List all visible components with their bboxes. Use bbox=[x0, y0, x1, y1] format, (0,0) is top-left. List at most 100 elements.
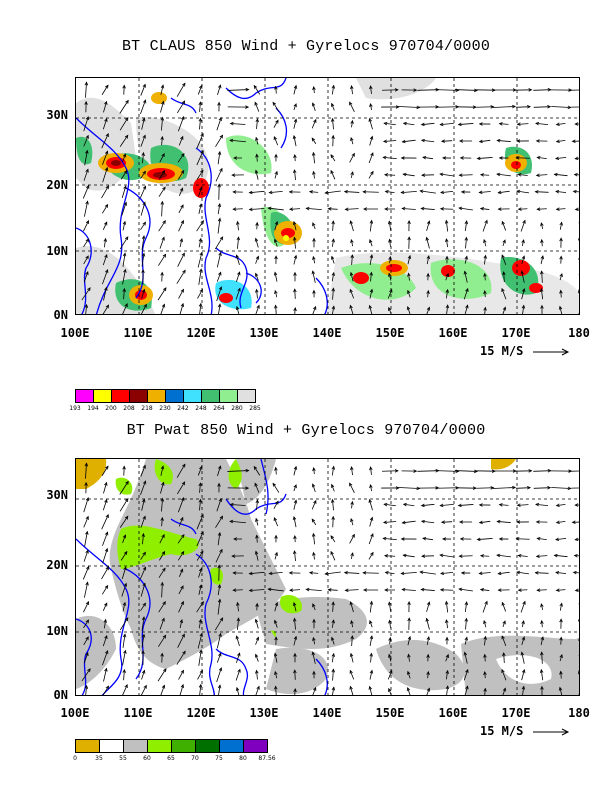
wind-vector bbox=[482, 220, 488, 232]
wind-vector-head bbox=[439, 172, 444, 177]
wind-vector-head bbox=[388, 238, 392, 243]
wind-vector bbox=[230, 504, 246, 506]
wind-vector-head bbox=[421, 173, 426, 177]
wind-vector bbox=[179, 619, 183, 629]
wind-vector-head bbox=[142, 582, 146, 587]
wind-vector-head bbox=[501, 254, 505, 259]
wind-vector bbox=[464, 256, 468, 264]
wind-vector bbox=[103, 668, 107, 682]
wind-vector-head bbox=[217, 564, 221, 569]
wind-vector bbox=[255, 619, 259, 629]
wind-vector bbox=[556, 589, 566, 591]
wind-vector-head bbox=[479, 588, 484, 592]
wind-vector-head bbox=[498, 537, 503, 541]
wind-vector bbox=[540, 222, 544, 230]
wind-vector-head bbox=[87, 287, 91, 292]
wind-vector bbox=[572, 140, 579, 142]
wind-vector bbox=[160, 482, 164, 494]
wind-vector bbox=[421, 208, 435, 210]
vector-scale-label: 15 M/S bbox=[480, 344, 524, 358]
wind-vector bbox=[350, 601, 354, 613]
wind-vector bbox=[177, 253, 185, 267]
wind-vector bbox=[351, 501, 353, 509]
wind-vector-head bbox=[84, 684, 89, 689]
wind-vector-head bbox=[199, 268, 203, 273]
wind-vector bbox=[572, 521, 579, 523]
wind-vector-head bbox=[330, 498, 335, 503]
wind-vector bbox=[385, 571, 395, 575]
wind-vector bbox=[369, 136, 373, 146]
wind-vector bbox=[198, 269, 202, 285]
wind-vector bbox=[102, 151, 108, 165]
wind-vector bbox=[440, 122, 454, 126]
wind-vector bbox=[332, 221, 334, 231]
wind-vector-head bbox=[312, 237, 316, 242]
wind-vector-head bbox=[217, 583, 222, 589]
wind-vector-head bbox=[122, 84, 126, 89]
wind-vector bbox=[331, 256, 335, 264]
wind-vector-head bbox=[180, 152, 185, 157]
wind-vector bbox=[83, 201, 89, 217]
colorbar-label: 80 bbox=[239, 755, 247, 762]
wind-vector bbox=[160, 304, 165, 314]
wind-vector bbox=[477, 157, 493, 159]
wind-vector-head bbox=[104, 150, 109, 155]
wind-vector bbox=[445, 220, 449, 232]
wind-vector-head bbox=[574, 537, 579, 542]
wind-vector bbox=[273, 517, 279, 527]
wind-vector bbox=[215, 135, 223, 147]
wind-vector-head bbox=[255, 136, 259, 141]
wind-vector bbox=[198, 568, 202, 578]
wind-vector bbox=[369, 289, 373, 299]
wind-vector-head bbox=[540, 270, 544, 275]
wind-vector-head bbox=[180, 135, 184, 140]
wind-vector-head bbox=[142, 134, 146, 139]
wind-vector bbox=[268, 588, 284, 592]
wind-vector-head bbox=[439, 207, 444, 211]
wind-vector bbox=[273, 136, 279, 146]
wind-vector bbox=[350, 620, 354, 628]
wind-vector bbox=[312, 652, 316, 664]
wind-vector bbox=[101, 514, 109, 530]
wind-vector bbox=[559, 306, 563, 314]
wind-vector-head bbox=[559, 273, 563, 278]
wind-vector-head bbox=[236, 220, 240, 225]
wind-vector bbox=[196, 170, 204, 180]
wind-vector bbox=[540, 603, 544, 611]
wind-vector-head bbox=[124, 497, 129, 502]
coastlines-2 bbox=[76, 459, 328, 695]
wind-vector-head bbox=[439, 122, 444, 127]
wind-vector-head bbox=[104, 531, 109, 536]
wind-vector bbox=[384, 503, 396, 507]
wind-vector bbox=[521, 239, 525, 247]
wind-vector bbox=[383, 156, 397, 160]
wind-vector bbox=[237, 221, 239, 231]
wind-vector-head bbox=[463, 651, 468, 656]
wind-vector-head bbox=[311, 532, 316, 537]
wind-vector-head bbox=[125, 480, 129, 485]
wind-vector-head bbox=[231, 173, 236, 177]
wind-vector-head bbox=[502, 687, 507, 692]
wind-vector bbox=[215, 516, 223, 528]
wind-vector-head bbox=[512, 485, 517, 490]
wind-vector-head bbox=[182, 269, 186, 274]
wind-vector bbox=[313, 171, 315, 179]
wind-vector bbox=[197, 633, 203, 649]
wind-vector bbox=[556, 520, 566, 524]
wind-vector bbox=[122, 534, 126, 544]
panel2-x-label: 120E bbox=[186, 706, 216, 720]
wind-vector-head bbox=[84, 100, 88, 105]
panel2-x-label: 110E bbox=[123, 706, 153, 720]
wind-vector bbox=[293, 221, 297, 231]
wind-vector-head bbox=[368, 117, 372, 123]
wind-vector bbox=[83, 497, 89, 513]
wind-vector-head bbox=[254, 237, 259, 242]
wind-vector-head bbox=[369, 669, 374, 674]
wind-vector-head bbox=[400, 156, 405, 160]
wind-vector-head bbox=[218, 251, 222, 256]
wind-vector-head bbox=[292, 220, 297, 226]
wind-vector-head bbox=[498, 503, 503, 507]
wind-vector bbox=[417, 470, 439, 472]
wind-vector bbox=[501, 221, 507, 231]
panel2-y-label: 20N bbox=[46, 558, 68, 572]
